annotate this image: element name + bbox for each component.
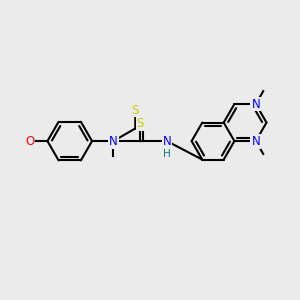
Text: N: N bbox=[109, 135, 118, 148]
Text: O: O bbox=[25, 135, 34, 148]
Text: N: N bbox=[251, 98, 260, 110]
Text: N: N bbox=[163, 135, 171, 148]
Text: S: S bbox=[132, 103, 139, 116]
Text: S: S bbox=[136, 117, 144, 130]
Text: H: H bbox=[163, 149, 171, 159]
Text: N: N bbox=[251, 135, 260, 148]
